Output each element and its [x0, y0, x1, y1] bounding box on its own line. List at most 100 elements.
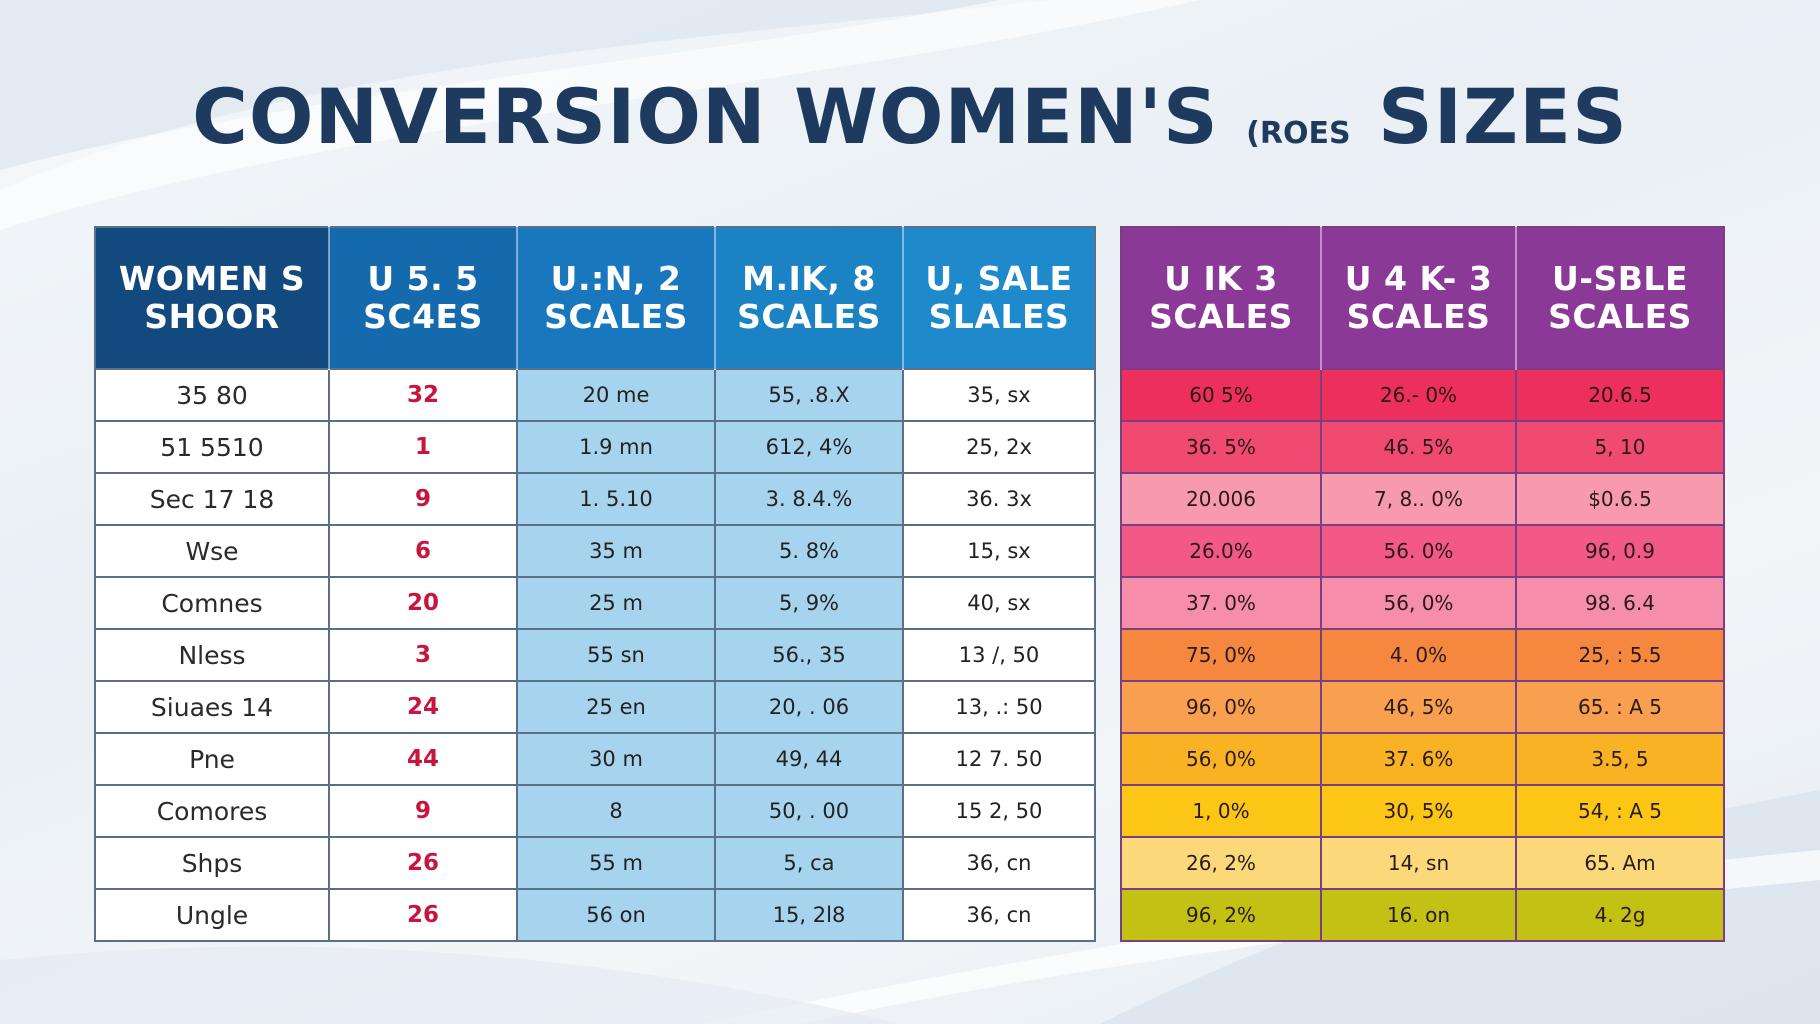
table-cell: 15, sx	[902, 524, 1096, 578]
left-header-cell: M.IK, 8 SCALES	[714, 227, 903, 369]
table-cell: 55 sn	[516, 628, 716, 682]
table-row: 35 80 32 20 me 55, .8.X 35, sx	[94, 368, 1096, 422]
table-cell: 44	[328, 732, 518, 786]
page-title: CONVERSION WOMEN'S (ROES SIZES	[0, 72, 1820, 161]
table-row: 1, 0% 30, 5% 54, : A 5	[1120, 784, 1725, 838]
right-header-line: SCALES	[1548, 297, 1692, 336]
table-cell: 46. 5%	[1320, 420, 1517, 474]
right-header-line: SCALES	[1346, 297, 1491, 336]
table-cell: 35, sx	[902, 368, 1096, 422]
table-cell: 13 /, 50	[902, 628, 1096, 682]
right-header-line: SCALES	[1149, 297, 1293, 336]
table-cell: 32	[328, 368, 518, 422]
table-cell: 60 5%	[1120, 368, 1322, 422]
table-cell: 1.9 mn	[516, 420, 716, 474]
left-header-line: SLALES	[928, 297, 1070, 336]
title-tail: SIZES	[1378, 72, 1628, 161]
table-cell: 5, 9%	[714, 576, 904, 630]
table-cell: 56. 0%	[1320, 524, 1517, 578]
table-row: 26, 2% 14, sn 65. Am	[1120, 836, 1725, 890]
table-cell: 36, cn	[902, 888, 1096, 942]
left-header-line: SCALES	[737, 297, 881, 336]
right-header-line: U IK 3	[1164, 259, 1278, 298]
table-row: Wse 6 35 m 5. 8% 15, sx	[94, 524, 1096, 578]
table-row: Sec 17 18 9 1. 5.10 3. 8.4.% 36. 3x	[94, 472, 1096, 526]
table-cell: Siuaes 14	[94, 680, 330, 734]
table-cell: 1	[328, 420, 518, 474]
table-row: Siuaes 14 24 25 en 20, . 06 13, .: 50	[94, 680, 1096, 734]
table-cell: 96, 2%	[1120, 888, 1322, 942]
table-cell: 36. 3x	[902, 472, 1096, 526]
table-cell: $0.6.5	[1515, 472, 1725, 526]
table-cell: 4. 2g	[1515, 888, 1725, 942]
table-row: 60 5% 26.- 0% 20.6.5	[1120, 368, 1725, 422]
table-cell: 50, . 00	[714, 784, 904, 838]
table-cell: 25, 2x	[902, 420, 1096, 474]
table-row: 36. 5% 46. 5% 5, 10	[1120, 420, 1725, 474]
table-cell: 98. 6.4	[1515, 576, 1725, 630]
table-cell: 20.006	[1120, 472, 1322, 526]
left-table-body: 35 80 32 20 me 55, .8.X 35, sx 51 5510 1 1.9 mn…	[94, 368, 1096, 942]
table-cell: 35 80	[94, 368, 330, 422]
table-cell: 15 2, 50	[902, 784, 1096, 838]
table-cell: 25, : 5.5	[1515, 628, 1725, 682]
table-cell: 1, 0%	[1120, 784, 1322, 838]
table-cell: 36. 5%	[1120, 420, 1322, 474]
table-cell: 6	[328, 524, 518, 578]
table-cell: Nless	[94, 628, 330, 682]
table-cell: 3. 8.4.%	[714, 472, 904, 526]
table-cell: 36, cn	[902, 836, 1096, 890]
table-cell: 65. : A 5	[1515, 680, 1725, 734]
left-table-header-row: WOMEN S SHOOR U 5. 5 SC4ES U.:N, 2 SCALES M.IK…	[95, 227, 1095, 369]
table-cell: 56., 35	[714, 628, 904, 682]
right-table-body: 60 5% 26.- 0% 20.6.5 36. 5% 46. 5% 5, 10 20.0…	[1120, 368, 1725, 942]
table-row: Comnes 20 25 m 5, 9% 40, sx	[94, 576, 1096, 630]
table-row: 20.006 7, 8.. 0% $0.6.5	[1120, 472, 1725, 526]
right-header-cell: U IK 3 SCALES	[1121, 227, 1321, 369]
table-cell: 26	[328, 836, 518, 890]
table-cell: 40, sx	[902, 576, 1096, 630]
table-cell: 51 5510	[94, 420, 330, 474]
table-cell: Sec 17 18	[94, 472, 330, 526]
left-header-line: M.IK, 8	[742, 259, 876, 298]
table-row: 96, 0% 46, 5% 65. : A 5	[1120, 680, 1725, 734]
table-cell: 5. 8%	[714, 524, 904, 578]
left-header-cell: WOMEN S SHOOR	[95, 227, 329, 369]
table-cell: 56 on	[516, 888, 716, 942]
right-header-line: U 4 K- 3	[1344, 259, 1493, 298]
title-main: CONVERSION WOMEN'S	[192, 72, 1219, 161]
table-cell: 8	[516, 784, 716, 838]
table-cell: 30, 5%	[1320, 784, 1517, 838]
table-cell: 612, 4%	[714, 420, 904, 474]
table-cell: 20 me	[516, 368, 716, 422]
table-cell: 56, 0%	[1320, 576, 1517, 630]
left-header-line: SCALES	[544, 297, 688, 336]
table-cell: 7, 8.. 0%	[1320, 472, 1517, 526]
table-row: Shps 26 55 m 5, ca 36, cn	[94, 836, 1096, 890]
table-cell: 26, 2%	[1120, 836, 1322, 890]
table-cell: 96, 0.9	[1515, 524, 1725, 578]
table-row: 37. 0% 56, 0% 98. 6.4	[1120, 576, 1725, 630]
left-header-line: SHOOR	[144, 297, 280, 336]
left-header-line: WOMEN S	[118, 259, 306, 298]
table-cell: 5, 10	[1515, 420, 1725, 474]
table-row: 56, 0% 37. 6% 3.5, 5	[1120, 732, 1725, 786]
left-header-line: SC4ES	[363, 297, 483, 336]
table-cell: Wse	[94, 524, 330, 578]
table-cell: 13, .: 50	[902, 680, 1096, 734]
table-cell: 20, . 06	[714, 680, 904, 734]
title-small: (ROES	[1246, 116, 1351, 151]
table-row: 26.0% 56. 0% 96, 0.9	[1120, 524, 1725, 578]
table-cell: 37. 0%	[1120, 576, 1322, 630]
left-header-line: U, SALE	[925, 259, 1073, 298]
table-cell: 20.6.5	[1515, 368, 1725, 422]
table-row: 96, 2% 16. on 4. 2g	[1120, 888, 1725, 942]
table-cell: 35 m	[516, 524, 716, 578]
right-header-line: U-SBLE	[1552, 259, 1688, 298]
table-cell: 24	[328, 680, 518, 734]
left-header-cell: U, SALE SLALES	[902, 227, 1095, 369]
left-header-cell: U.:N, 2 SCALES	[516, 227, 715, 369]
table-cell: 25 m	[516, 576, 716, 630]
table-cell: 75, 0%	[1120, 628, 1322, 682]
table-cell: 96, 0%	[1120, 680, 1322, 734]
